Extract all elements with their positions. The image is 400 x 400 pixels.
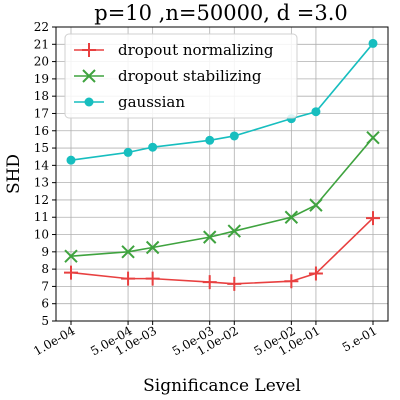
y-tick-label: 11 (34, 210, 49, 224)
data-point-plus (121, 271, 136, 286)
y-tick-label: 10 (34, 228, 49, 242)
series-circle (66, 38, 378, 165)
y-tick-label: 7 (41, 279, 49, 293)
y-tick-label: 21 (34, 37, 49, 51)
y-tick-label: 19 (34, 72, 49, 86)
legend-box (64, 33, 298, 119)
y-tick-label: 20 (34, 55, 49, 69)
data-point-circle (205, 135, 215, 145)
data-point-x (284, 210, 299, 224)
data-point-plus (202, 275, 217, 290)
y-tick-label: 6 (41, 297, 49, 311)
data-point-x (227, 224, 241, 238)
y-tick-label: 9 (41, 245, 49, 259)
plot-frame (55, 26, 389, 322)
data-point-circle (123, 147, 133, 157)
data-point-x (64, 249, 78, 263)
series-x (64, 130, 380, 263)
data-point-circle (311, 107, 321, 117)
data-point-plus (227, 276, 242, 291)
data-point-circle (229, 131, 239, 141)
data-point-circle (368, 38, 378, 48)
data-point-plus (64, 265, 78, 280)
y-tick-label: 15 (34, 141, 49, 155)
y-tick-label: 5 (41, 314, 49, 328)
data-point-circle (66, 155, 76, 165)
data-point-plus (82, 43, 96, 57)
data-point-plus (366, 211, 380, 226)
series-line (70, 137, 374, 257)
y-axis-label: SHD (4, 154, 24, 194)
data-point-x (203, 230, 217, 244)
legend-label: dropout normalizing (118, 41, 274, 59)
y-tick-label: 17 (34, 106, 49, 120)
chart-title: p=10 ,n=50000, d =3.0 (94, 1, 348, 25)
y-tick-label: 12 (34, 193, 49, 207)
y-tick-label: 16 (34, 124, 49, 138)
y-tick-label: 18 (34, 89, 49, 103)
data-point-x (309, 198, 323, 212)
data-point-x (145, 240, 160, 255)
legend: dropout normalizing dropout stabilizing ga… (64, 33, 298, 119)
y-tick-label: 22 (34, 20, 49, 34)
y-tick-label: 13 (34, 176, 49, 190)
data-point-x (82, 69, 96, 83)
data-point-plus (284, 274, 299, 289)
y-tick-label: 14 (34, 158, 50, 172)
series-plus (64, 211, 380, 291)
data-point-circle (148, 142, 158, 152)
data-point-x (121, 245, 135, 259)
data-point-circle (84, 97, 94, 107)
data-point-plus (308, 266, 323, 281)
x-axis-label: Significance Level (143, 376, 301, 396)
series-lines (64, 38, 380, 291)
data-point-x (366, 130, 380, 145)
legend-label: gaussian (118, 93, 185, 111)
legend-label: dropout stabilizing (118, 67, 262, 85)
data-point-plus (145, 271, 160, 286)
y-tick-label: 8 (41, 262, 49, 276)
y-axis-ticks: 5 6 7 8 9 10 11 12 13 14 15 16 17 18 19 20 21 22 (34, 20, 56, 328)
